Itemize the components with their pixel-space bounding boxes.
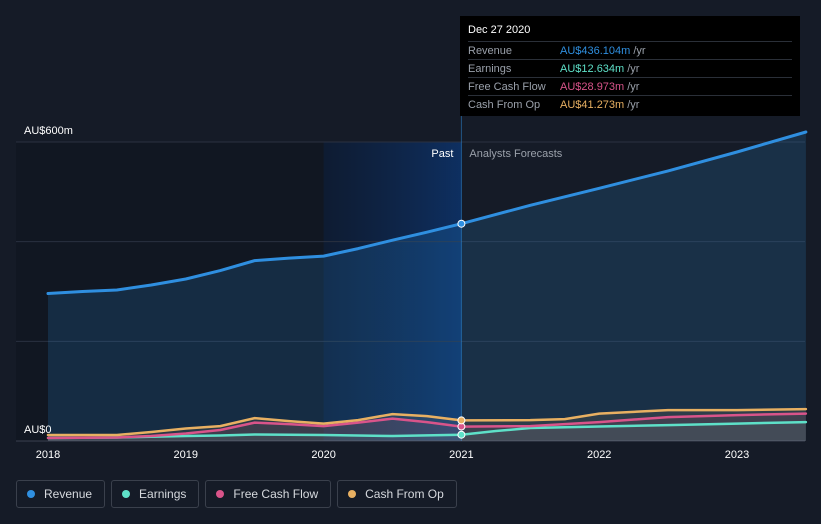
legend-label: Revenue [44,487,93,501]
revenue-line [46,130,808,295]
legend-item-earnings[interactable]: Earnings [111,480,200,508]
tooltip-unit: /yr [627,98,640,111]
cfo-area [48,409,806,441]
cfo-line [46,407,808,437]
earnings-dot-icon [122,490,131,498]
series-lines [46,130,808,440]
y-label-top: AU$600m [24,125,73,137]
tooltip-row-revenue: Revenue AU$436.104m /yr [468,41,792,59]
tooltip-date: Dec 27 2020 [468,24,531,36]
x-tick-label: 2021 [449,449,473,461]
fcf-dot-icon [216,490,225,498]
cfo-marker [457,416,466,425]
legend-item-cfo[interactable]: Cash From Op [337,480,457,508]
legend-label: Earnings [139,487,187,501]
past-label: Past [431,148,453,160]
tooltip-value: AU$28.973m [560,80,625,93]
forecast-label: Analysts Forecasts [469,148,562,160]
legend-label: Free Cash Flow [233,487,319,501]
tooltip-value: AU$12.634m [560,62,625,75]
legend-item-revenue[interactable]: Revenue [16,480,106,508]
legend-label: Cash From Op [365,487,444,501]
fcf-line [46,412,808,440]
tooltip-label: Cash From Op [468,98,541,111]
revenue-area [48,132,806,441]
y-label-bottom: AU$0 [24,424,52,436]
x-tick-label: 2023 [725,449,749,461]
revenue-marker [457,219,466,228]
tooltip-value: AU$436.104m [560,44,631,57]
x-tick-label: 2018 [36,449,60,461]
legend-item-fcf[interactable]: Free Cash Flow [205,480,332,508]
tooltip: Dec 27 2020 Revenue AU$436.104m /yr Earn… [460,16,800,116]
chart-labels: AU$600m AU$0 Past Analysts Forecasts 2018 201… [24,125,749,461]
x-tick-label: 2019 [174,449,198,461]
tooltip-label: Revenue [468,44,513,57]
tooltip-row-cfo: Cash From Op AU$41.273m /yr [468,95,792,113]
tooltip-markers [457,219,466,439]
highlight-band [323,142,462,441]
tooltip-row-fcf: Free Cash Flow AU$28.973m /yr [468,77,792,95]
tooltip-unit: /yr [633,44,646,57]
revenue-dot-icon [27,490,35,498]
tooltip-label: Earnings [468,62,512,75]
cfo-dot-icon [348,490,357,498]
tooltip-unit: /yr [627,80,640,93]
tooltip-row-earnings: Earnings AU$12.634m /yr [468,59,792,77]
earnings-line [46,420,808,440]
x-tick-label: 2020 [311,449,335,461]
gridlines [16,116,805,442]
earnings-marker [457,430,466,439]
x-tick-label: 2022 [587,449,611,461]
legend: Revenue Earnings Free Cash Flow Cash Fro… [16,480,457,510]
tooltip-label: Free Cash Flow [468,80,546,93]
tooltip-unit: /yr [627,62,640,75]
tooltip-value: AU$41.273m [560,98,625,111]
